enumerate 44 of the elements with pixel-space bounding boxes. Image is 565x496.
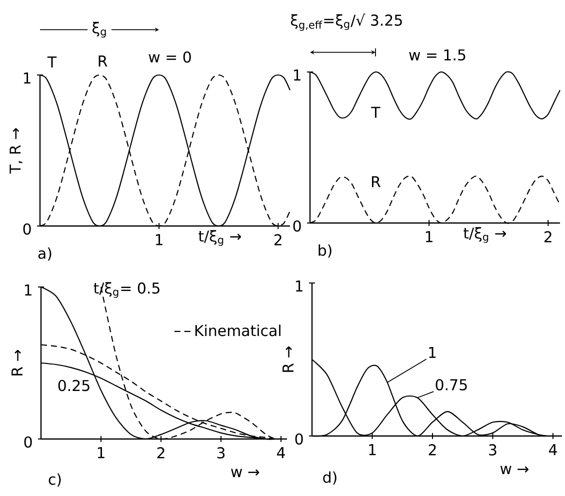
y-tick-label: 1 (296, 280, 302, 292)
x-tick-label: 2 (428, 444, 436, 456)
series-label: T (47, 56, 57, 68)
y-tick-label: 0 (295, 433, 303, 445)
text: b) (318, 244, 332, 258)
y-tick-label: 1 (24, 72, 30, 84)
text: t/ξ$_{g}$= 0.5 (94, 282, 160, 298)
y-axis-title: R → (12, 350, 22, 376)
series-label: 0.25 (58, 380, 90, 392)
y-tick-label: 0 (24, 436, 32, 448)
x-tick-label: 1 (426, 231, 432, 242)
x-tick-label: 2 (274, 234, 282, 246)
text: a) (38, 247, 52, 261)
x-tick-label: 1 (369, 444, 376, 456)
x-tick-label: 2 (544, 231, 552, 242)
series-label: T (371, 106, 380, 118)
x-tick-label: 1 (156, 234, 162, 246)
series-label: R (98, 56, 108, 66)
x-tick-label: 1 (98, 447, 104, 458)
y-tick-label: 1 (24, 284, 32, 296)
x-axis-title: t/ξ$_{g}$ → (198, 230, 242, 246)
x-axis-title: t/ξ$_{g}$ → (464, 227, 506, 243)
legend-label: 0.75 (436, 379, 467, 390)
chart-title: w = 0 (148, 51, 191, 63)
y-axis-title: T, R → (10, 128, 22, 174)
chart-title: w = 1.5 (409, 49, 466, 61)
y-tick-label: 0 (293, 220, 301, 232)
text: ξ$_{g,eff}$=ξ$_{g}$/√ 3.25 (290, 14, 402, 31)
legend-label: Kinematical (195, 324, 280, 336)
text: ξ$_{g}$ (92, 22, 106, 38)
x-tick-label: 2 (157, 447, 164, 458)
y-tick-label: 1 (294, 70, 300, 80)
text: 1 (429, 347, 436, 358)
x-tick-label: 3 (489, 444, 496, 456)
text: c) (48, 473, 61, 487)
series-label: R (372, 176, 380, 188)
x-axis-title: w → (231, 468, 260, 478)
x-tick-label: 3 (217, 447, 225, 458)
y-tick-label: 0 (23, 223, 31, 235)
x-axis-title: w → (500, 466, 529, 474)
x-tick-label: 4 (276, 447, 285, 458)
text: d) (323, 471, 336, 485)
x-tick-label: 4 (548, 444, 557, 456)
y-axis-title: R → (282, 346, 294, 372)
